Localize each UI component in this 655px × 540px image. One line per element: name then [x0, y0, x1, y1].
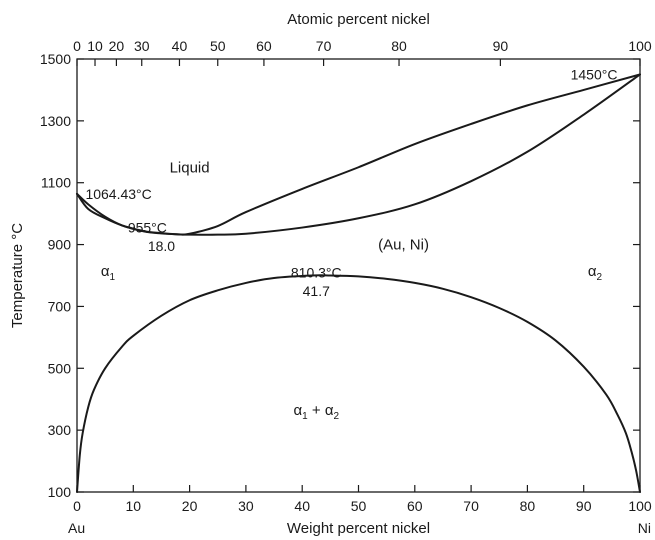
- x2-tick-label: 70: [316, 38, 332, 54]
- region-alpha1-alpha2: α1​ + α2​: [293, 402, 339, 422]
- x-tick-label: 80: [520, 498, 536, 514]
- y-axis-title: Temperature °C: [9, 223, 26, 328]
- x2-tick-label: 20: [109, 38, 125, 54]
- y-tick-label: 300: [48, 422, 72, 438]
- chart-annotations: 1450°C 1064.43°C 955°C 18.0 810.3°C 41.7 Liqui…: [85, 66, 617, 422]
- x-axis-title: Weight percent nickel: [287, 520, 430, 537]
- y-tick-label: 100: [48, 484, 72, 500]
- solidus-curve: [76, 73, 641, 236]
- region-alpha1: α1​: [101, 263, 116, 283]
- axis-ticks: [76, 58, 641, 493]
- y-tick-label: 500: [48, 360, 72, 376]
- top-axis-title: Atomic percent nickel: [287, 11, 430, 28]
- x-tick-label: 60: [407, 498, 423, 514]
- region-liquid: Liquid: [170, 159, 210, 176]
- x2-tick-label: 40: [172, 38, 188, 54]
- x2-tick-label: 60: [256, 38, 272, 54]
- end-label-ni: Ni: [638, 520, 651, 536]
- x-tick-label: 90: [576, 498, 592, 514]
- y-tick-label: 1100: [41, 175, 71, 191]
- x2-tick-label: 30: [134, 38, 150, 54]
- phase-boundary-curves: [76, 73, 641, 493]
- region-au-ni: (Au, Ni): [378, 237, 429, 254]
- x2-tick-label: 80: [391, 38, 407, 54]
- x-tick-label: 40: [294, 498, 310, 514]
- annotation-1064c: 1064.43°C: [85, 186, 151, 202]
- annotation-41-7: 41.7: [303, 283, 330, 299]
- x-tick-label: 100: [628, 498, 652, 514]
- x-tick-label: 30: [238, 498, 254, 514]
- x-tick-label: 70: [463, 498, 479, 514]
- y-tick-label: 700: [48, 298, 72, 314]
- annotation-1450c: 1450°C: [571, 66, 618, 82]
- x-tick-label: 50: [351, 498, 367, 514]
- liquidus-curve: [76, 73, 641, 236]
- x-tick-label: 10: [126, 498, 142, 514]
- x2-tick-label: 0: [73, 38, 81, 54]
- y-tick-label: 1300: [40, 113, 71, 129]
- x2-tick-label: 10: [87, 38, 103, 54]
- x-tick-label: 20: [182, 498, 198, 514]
- miscibility-gap-curve: [76, 274, 641, 493]
- end-label-au: Au: [68, 520, 85, 536]
- annotation-18: 18.0: [148, 238, 175, 254]
- region-alpha2: α2​: [588, 263, 603, 283]
- annotation-810c: 810.3°C: [291, 264, 342, 280]
- y-tick-label: 900: [48, 237, 72, 253]
- x2-tick-label: 90: [493, 38, 509, 54]
- y-tick-label: 1500: [40, 51, 71, 67]
- axis-tick-labels: 0 10 20 30 40 50 60 70 80 90 100100300500700900110…: [40, 38, 652, 514]
- x-tick-label: 0: [73, 498, 81, 514]
- annotation-955c: 955°C: [128, 220, 167, 236]
- x2-tick-label: 50: [210, 38, 226, 54]
- x2-tick-label: 100: [628, 38, 652, 54]
